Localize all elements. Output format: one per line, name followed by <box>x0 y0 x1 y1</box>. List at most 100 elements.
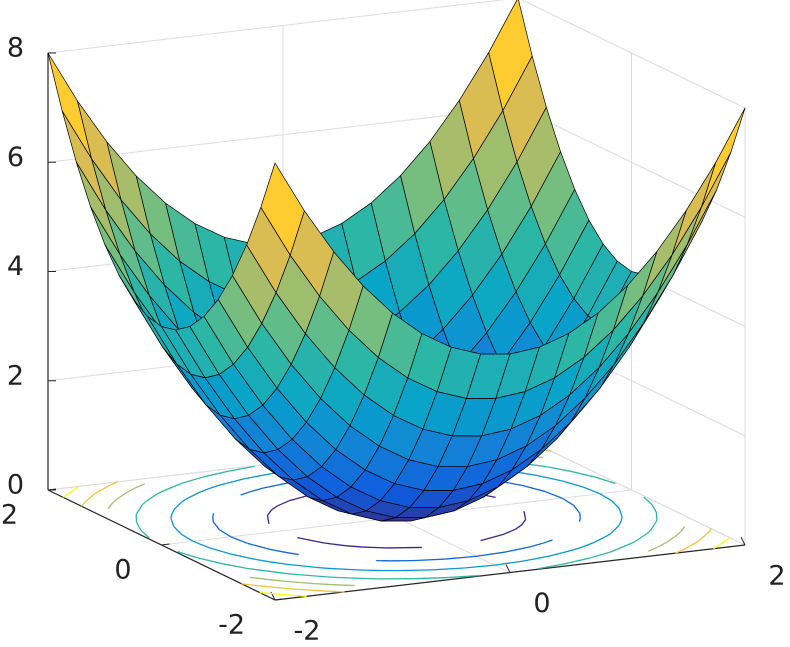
contour-line <box>543 465 548 468</box>
grid-line <box>517 434 746 546</box>
contour-line <box>269 548 287 554</box>
contour-line <box>362 546 387 549</box>
contour-line <box>227 465 255 472</box>
contour-line <box>135 504 144 515</box>
contour-line <box>599 493 613 502</box>
contour-line <box>284 572 296 576</box>
contour-line <box>240 491 250 496</box>
contour-line <box>324 542 346 547</box>
contour-line <box>610 525 620 534</box>
contour-line <box>297 536 325 544</box>
contour-line <box>192 540 210 549</box>
contour-line <box>547 466 572 473</box>
contour-line <box>494 560 524 566</box>
contour-line <box>266 509 273 516</box>
contour-line <box>210 484 221 489</box>
contour-line <box>682 541 698 551</box>
contour-line <box>209 547 231 555</box>
contour-line <box>358 569 381 572</box>
contour-line <box>63 486 79 498</box>
contour-line <box>156 491 162 495</box>
contour-line <box>126 487 135 494</box>
contour-line <box>543 539 553 544</box>
contour-line <box>287 587 295 590</box>
contour-line <box>503 528 516 535</box>
contour-line <box>135 522 142 531</box>
tick-mark <box>161 543 170 546</box>
contour-line <box>269 579 288 583</box>
contour-line <box>107 503 113 509</box>
contour-line <box>317 566 328 569</box>
contour-line <box>197 557 222 565</box>
contour-line <box>607 532 612 536</box>
contour-line <box>171 509 175 515</box>
contour-line <box>658 541 667 548</box>
contour-line <box>564 557 590 565</box>
contour-line <box>78 485 80 488</box>
contour-line <box>219 529 232 538</box>
surface-face <box>671 162 716 256</box>
contour-line <box>327 567 360 571</box>
contour-line <box>345 545 363 548</box>
contour-line <box>578 518 581 522</box>
contour-line <box>593 534 609 544</box>
contour-line <box>445 555 477 560</box>
z-tick-label: 4 <box>7 251 24 282</box>
contour-line <box>573 504 581 514</box>
contour-line <box>277 500 290 507</box>
contour-line <box>412 558 446 562</box>
contour-line <box>145 493 157 503</box>
contour-line <box>696 539 700 543</box>
surface-face <box>47 52 92 160</box>
contour-line <box>611 500 620 509</box>
contour-line <box>572 546 583 551</box>
contour-line <box>611 542 633 552</box>
contour-line <box>180 482 185 485</box>
contour-line <box>589 551 610 559</box>
grid-line <box>520 0 746 109</box>
contour-line <box>262 592 304 597</box>
contour-line <box>184 491 200 501</box>
contour-line <box>713 547 715 550</box>
x-tick-label: -2 <box>294 616 321 647</box>
contour-line <box>396 569 432 572</box>
contour-line <box>536 474 563 482</box>
contour-line <box>583 486 601 495</box>
contour-line <box>183 476 204 484</box>
contour-line <box>287 563 318 569</box>
surface-face <box>701 107 746 208</box>
contour-line <box>544 490 563 499</box>
contour-line <box>506 481 524 487</box>
contour-line <box>618 520 622 526</box>
contour-line <box>675 549 683 554</box>
contour-line <box>666 535 677 543</box>
contour-line <box>631 540 637 544</box>
contour-line <box>203 470 229 478</box>
contour-line <box>198 487 211 494</box>
contour-line <box>134 483 145 490</box>
contour-line <box>266 515 270 525</box>
surface-face <box>260 162 305 256</box>
contour-line <box>447 574 480 579</box>
contour-line <box>249 568 285 574</box>
grid-line <box>47 0 506 54</box>
contour-line <box>608 550 613 553</box>
z-tick-label: 0 <box>7 470 24 501</box>
contour-line <box>177 551 198 559</box>
contour-line <box>326 576 339 579</box>
contour-line <box>140 529 150 539</box>
contour-line <box>522 484 546 493</box>
contour-line <box>271 505 278 511</box>
contour-line <box>219 478 245 486</box>
contour-line <box>83 494 95 504</box>
tick-mark <box>505 564 511 573</box>
tick-mark <box>47 488 57 491</box>
contour-line <box>245 567 250 570</box>
contour-line <box>579 513 581 519</box>
contour-line <box>230 536 249 545</box>
contour-line <box>249 487 264 493</box>
contour-line <box>649 520 658 531</box>
z-tick-label: 2 <box>7 360 24 391</box>
contour-line <box>595 476 616 484</box>
